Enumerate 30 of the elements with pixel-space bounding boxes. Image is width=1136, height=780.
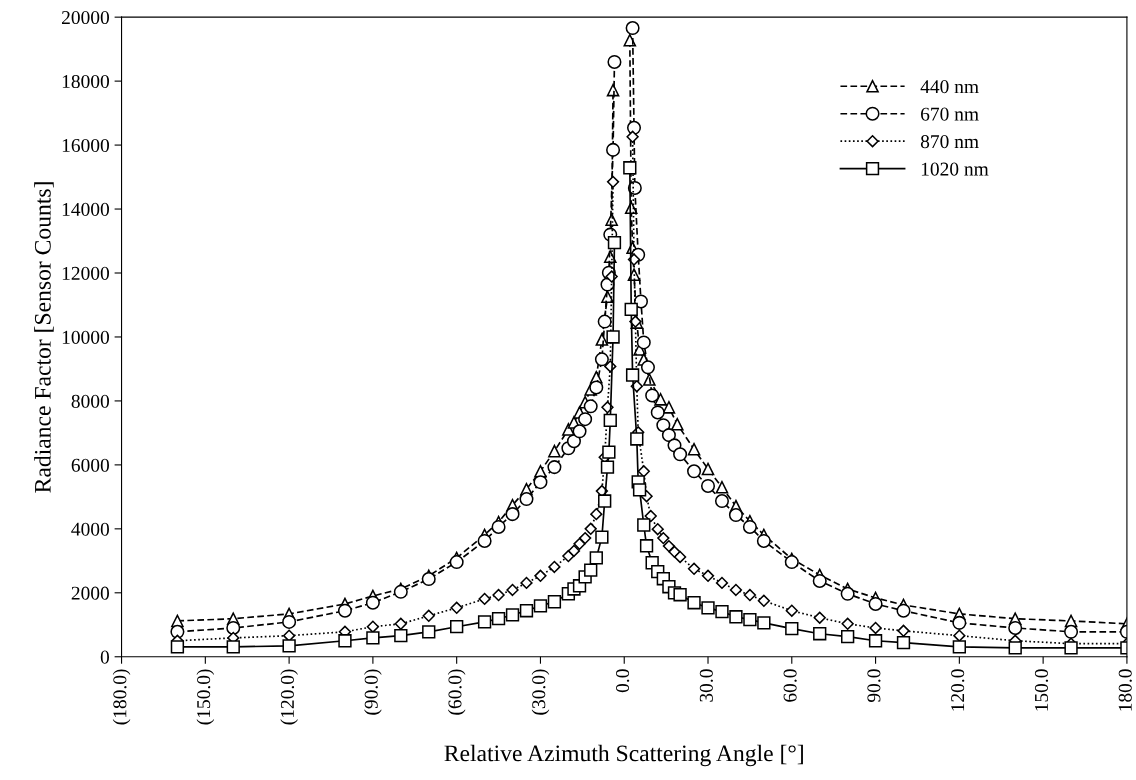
y-axis-title: Radiance Factor [Sensor Counts]: [34, 182, 54, 493]
x-tick-label: (180.0): [112, 669, 131, 725]
x-tick-label: (150.0): [196, 669, 215, 725]
legend-label: 1020 nm: [921, 162, 989, 176]
x-tick-label: (30.0): [531, 669, 550, 715]
x-tick-label: (120.0): [280, 669, 298, 725]
x-tick-label: 0.0: [615, 669, 630, 693]
y-tick-label: 14000: [62, 202, 110, 216]
x-tick-label: (60.0): [447, 669, 466, 715]
legend-label: 670 nm: [921, 107, 979, 121]
y-tick-label: 8000: [71, 394, 110, 408]
x-tick-label: (90.0): [364, 669, 382, 715]
legend-label: 440 nm: [920, 80, 979, 94]
x-tick-label: 120.0: [951, 669, 965, 711]
y-tick-label: 16000: [62, 138, 110, 153]
x-tick-label: 180.0: [1118, 669, 1132, 711]
y-tick-label: 2000: [71, 586, 110, 600]
x-axis-title: Relative Azimuth Scattering Angle [°]: [444, 744, 803, 767]
y-tick-label: 6000: [71, 458, 110, 472]
y-tick-label: 0: [100, 650, 110, 664]
y-tick-label: 20000: [61, 10, 110, 25]
legend-label: 870 nm: [920, 135, 979, 149]
y-tick-label: 10000: [62, 330, 110, 344]
y-tick-label: 12000: [62, 266, 110, 280]
y-tick-label: 4000: [71, 522, 110, 536]
x-tick-label: 60.0: [783, 669, 797, 702]
y-tick-label: 18000: [62, 74, 110, 89]
x-tick-label: 150.0: [1034, 669, 1049, 711]
x-tick-label: 30.0: [699, 669, 713, 702]
x-tick-label: 90.0: [867, 669, 881, 702]
